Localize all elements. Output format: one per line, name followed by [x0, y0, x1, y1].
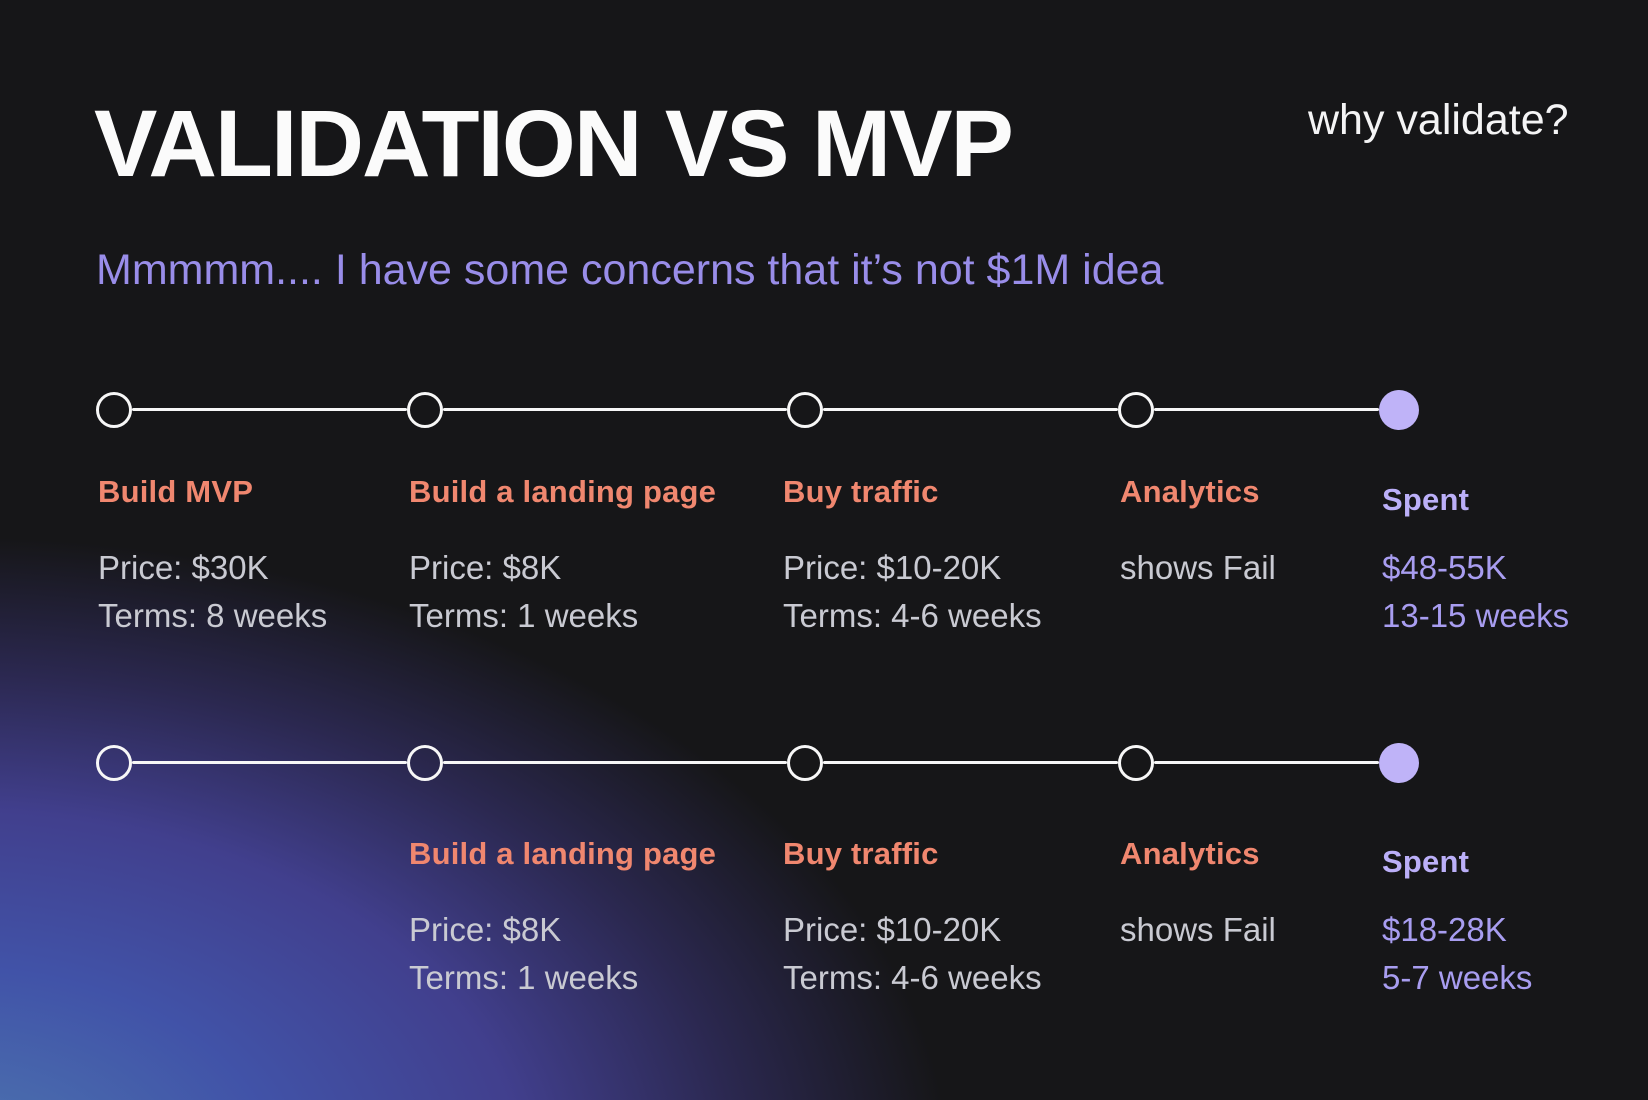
step-heading: Build a landing page — [409, 836, 717, 871]
step-detail-line: Terms: 1 weeks — [409, 597, 639, 634]
step-detail-line: shows Fail — [1120, 549, 1276, 586]
timeline-connector — [443, 408, 787, 411]
timeline-node — [407, 392, 443, 428]
step-detail-line: Terms: 8 weeks — [98, 597, 328, 634]
subtitle: Mmmmm.... I have some concerns that it’s… — [96, 246, 1164, 294]
step-heading: Build MVP — [98, 474, 254, 509]
step-detail-line: 13-15 weeks — [1382, 597, 1570, 634]
step-detail-line: Price: $8K — [409, 911, 562, 948]
step-heading: Buy traffic — [783, 474, 939, 509]
timeline-node — [1118, 745, 1154, 781]
timeline-node — [787, 745, 823, 781]
timeline-connector — [1154, 408, 1379, 411]
step-details: $18-28K 5-7 weeks — [1382, 906, 1532, 1002]
timeline-node-end — [1379, 743, 1419, 783]
step-details: shows Fail — [1120, 544, 1276, 592]
timeline-node — [407, 745, 443, 781]
step-detail-line: shows Fail — [1120, 911, 1276, 948]
step-heading: Build a landing page — [409, 474, 717, 509]
timeline-node — [1118, 392, 1154, 428]
step-heading: Spent — [1382, 844, 1470, 879]
timeline-connector — [823, 761, 1118, 764]
step-detail-line: Terms: 4-6 weeks — [783, 959, 1042, 996]
step-detail-line: Price: $30K — [98, 549, 269, 586]
step-detail-line: 5-7 weeks — [1382, 959, 1533, 996]
timeline-connector — [132, 761, 407, 764]
step-heading: Buy traffic — [783, 836, 939, 871]
step-detail-line: Terms: 1 weeks — [409, 959, 639, 996]
step-detail-line: Price: $8K — [409, 549, 562, 586]
timeline-node — [787, 392, 823, 428]
step-detail-line: $18-28K — [1382, 911, 1507, 948]
step-details: Price: $8K Terms: 1 weeks — [409, 906, 638, 1002]
step-details: Price: $10-20K Terms: 4-6 weeks — [783, 544, 1042, 640]
step-heading: Analytics — [1120, 474, 1260, 509]
timeline-connector — [823, 408, 1118, 411]
step-detail-line: Price: $10-20K — [783, 549, 1002, 586]
step-details: shows Fail — [1120, 906, 1276, 954]
corner-note: why validate? — [1308, 96, 1569, 144]
step-details: $48-55K 13-15 weeks — [1382, 544, 1569, 640]
timeline-connector — [1154, 761, 1379, 764]
step-detail-line: $48-55K — [1382, 549, 1507, 586]
step-details: Price: $30K Terms: 8 weeks — [98, 544, 327, 640]
page-title: VALIDATION VS MVP — [94, 91, 1014, 197]
timeline-node — [96, 392, 132, 428]
step-detail-line: Terms: 4-6 weeks — [783, 597, 1042, 634]
step-heading: Spent — [1382, 482, 1470, 517]
timeline-node — [96, 745, 132, 781]
timeline-connector — [443, 761, 787, 764]
step-heading: Analytics — [1120, 836, 1260, 871]
timeline-connector — [132, 408, 407, 411]
step-details: Price: $8K Terms: 1 weeks — [409, 544, 638, 640]
step-details: Price: $10-20K Terms: 4-6 weeks — [783, 906, 1042, 1002]
step-detail-line: Price: $10-20K — [783, 911, 1002, 948]
timeline-node-end — [1379, 390, 1419, 430]
